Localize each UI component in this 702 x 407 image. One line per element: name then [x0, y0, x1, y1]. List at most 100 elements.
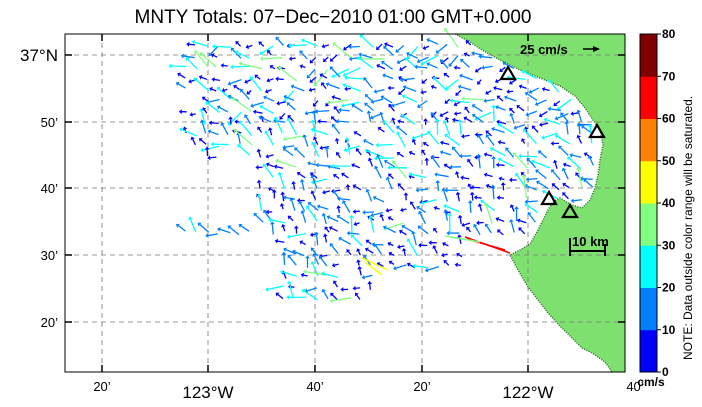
current-vector — [396, 151, 404, 158]
current-vector — [383, 45, 394, 56]
current-vector — [265, 209, 273, 215]
current-vector — [583, 178, 594, 188]
current-vector — [497, 157, 515, 168]
current-vector — [388, 251, 395, 257]
current-vector — [269, 65, 276, 70]
current-vector — [367, 157, 374, 167]
current-vector — [324, 226, 330, 233]
current-vector — [556, 98, 572, 111]
current-vector — [503, 95, 517, 102]
current-vector — [282, 147, 294, 157]
current-vector — [562, 182, 570, 189]
current-vector — [326, 99, 349, 105]
current-vector — [310, 119, 317, 136]
current-vector — [447, 212, 453, 233]
current-vector — [426, 38, 439, 45]
current-vector — [409, 201, 416, 210]
current-vector — [259, 104, 275, 115]
current-vector — [283, 247, 297, 255]
current-vector — [299, 50, 308, 60]
current-vector — [453, 111, 462, 116]
current-vector — [299, 64, 306, 69]
current-vector — [310, 247, 319, 257]
current-vector — [551, 169, 561, 181]
current-vector — [465, 40, 472, 46]
current-vector — [352, 209, 361, 214]
current-vector — [513, 124, 526, 130]
current-vector — [383, 222, 404, 231]
current-vector — [286, 232, 307, 240]
longitude-labels: 20’ 123°W 40’ 20’ 122°W 40’ — [93, 379, 643, 402]
current-vector — [299, 240, 306, 246]
current-vector — [207, 155, 217, 161]
current-vector — [176, 223, 186, 232]
current-vector — [331, 262, 339, 268]
current-vector — [435, 43, 448, 54]
current-vector — [379, 213, 385, 222]
current-vector — [408, 171, 427, 179]
current-vector — [283, 195, 296, 200]
current-vector — [418, 210, 427, 225]
current-vector — [398, 88, 406, 95]
current-vector — [280, 269, 297, 277]
current-vector — [211, 77, 221, 82]
current-vector — [524, 203, 539, 214]
current-vector — [387, 241, 394, 247]
current-vector — [396, 131, 406, 148]
current-vector — [204, 146, 210, 157]
current-vector — [310, 190, 317, 200]
current-vector — [199, 138, 207, 145]
scale-arrow-label: 25 cm/s — [520, 42, 568, 57]
current-vector — [275, 292, 284, 300]
current-vector — [205, 101, 220, 113]
current-vector — [286, 117, 298, 136]
current-vector — [444, 98, 451, 104]
current-vector — [397, 119, 405, 124]
current-vector — [531, 125, 539, 133]
current-vector — [343, 43, 352, 51]
current-vector — [205, 233, 219, 238]
current-vector — [497, 122, 514, 134]
current-vector — [518, 153, 538, 159]
current-vector — [384, 159, 396, 168]
current-vector — [509, 107, 515, 114]
current-vector — [430, 155, 441, 168]
current-vector — [478, 54, 493, 59]
current-vector — [185, 57, 198, 70]
current-vector — [302, 134, 309, 147]
station-marker — [540, 189, 558, 206]
current-vector — [168, 63, 187, 69]
current-vector — [459, 73, 473, 81]
current-vector — [495, 216, 505, 222]
current-vector — [199, 108, 206, 126]
current-vector — [370, 211, 384, 218]
current-vector — [319, 73, 328, 79]
current-vector — [208, 120, 219, 126]
current-vector — [256, 148, 262, 158]
colorbar-tick-label: 0 — [662, 365, 669, 379]
current-vector — [329, 54, 338, 62]
current-vector — [262, 163, 274, 178]
current-vector — [516, 218, 527, 224]
current-vector — [314, 231, 319, 246]
current-vectors — [168, 27, 594, 303]
current-vector — [393, 264, 407, 271]
current-vector — [325, 82, 340, 90]
current-vector — [237, 144, 251, 156]
current-vector — [327, 164, 341, 170]
current-vector — [354, 292, 361, 300]
current-vector — [305, 255, 310, 268]
current-vector — [457, 214, 463, 225]
current-vector — [319, 145, 329, 151]
current-vector — [536, 180, 549, 190]
current-vector — [412, 263, 429, 269]
current-vector — [194, 50, 209, 68]
current-vector — [342, 200, 351, 213]
current-vector — [444, 235, 481, 243]
map-title: MNTY Totals: 07−Dec−2010 01:00 GMT+0.000 — [135, 7, 532, 28]
current-vector — [260, 56, 283, 62]
current-vector — [220, 122, 229, 135]
current-vector — [227, 225, 240, 236]
current-vector — [401, 247, 407, 257]
current-vector — [485, 130, 493, 137]
